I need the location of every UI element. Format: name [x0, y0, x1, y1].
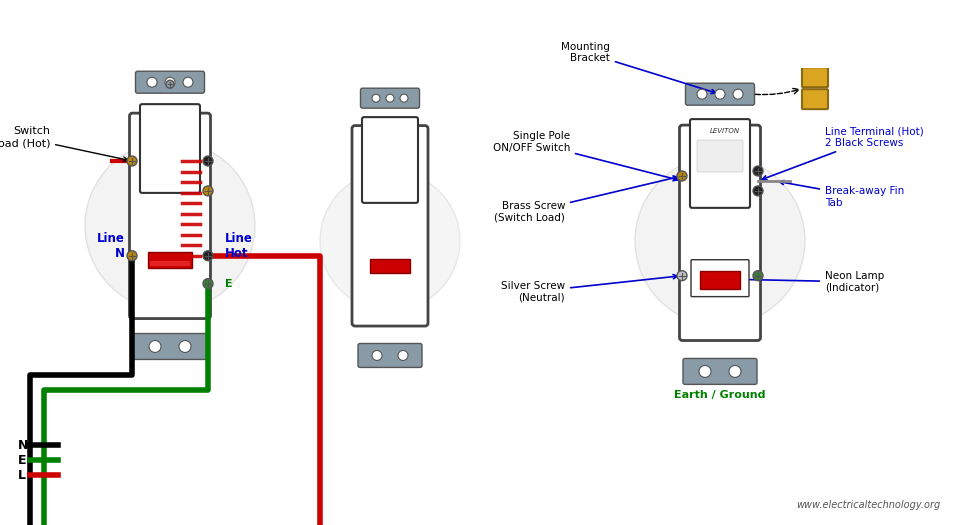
FancyBboxPatch shape: [691, 260, 749, 297]
FancyBboxPatch shape: [358, 343, 422, 368]
Circle shape: [677, 271, 687, 281]
Circle shape: [372, 94, 380, 102]
FancyBboxPatch shape: [697, 140, 743, 172]
Text: Brass Screw
(Switch Load): Brass Screw (Switch Load): [494, 176, 678, 223]
Bar: [148, 252, 192, 268]
Circle shape: [753, 271, 763, 281]
Text: Line
Hot: Line Hot: [225, 232, 253, 260]
Circle shape: [85, 141, 255, 311]
FancyBboxPatch shape: [133, 333, 207, 360]
Circle shape: [697, 89, 707, 99]
Circle shape: [203, 156, 213, 166]
Bar: [370, 259, 410, 272]
Circle shape: [127, 251, 137, 261]
Circle shape: [320, 171, 460, 311]
Circle shape: [400, 94, 408, 102]
Circle shape: [699, 365, 711, 377]
Circle shape: [183, 77, 193, 87]
Text: E: E: [18, 454, 26, 467]
Circle shape: [753, 166, 763, 176]
Circle shape: [386, 94, 394, 102]
FancyBboxPatch shape: [685, 83, 755, 105]
Circle shape: [203, 186, 213, 196]
Text: What is Pilot Light Switch & How to Wire it?: What is Pilot Light Switch & How to Wire…: [110, 19, 865, 49]
Circle shape: [203, 251, 213, 261]
FancyBboxPatch shape: [683, 359, 757, 384]
Text: Silver Screw
(Neutral): Silver Screw (Neutral): [501, 275, 678, 302]
Circle shape: [398, 351, 408, 361]
FancyBboxPatch shape: [802, 67, 828, 87]
Circle shape: [179, 341, 191, 352]
Text: L: L: [18, 469, 26, 481]
Text: LEVITON: LEVITON: [710, 128, 740, 134]
FancyBboxPatch shape: [352, 125, 428, 326]
Text: Switch
Load (Hot): Switch Load (Hot): [0, 127, 128, 161]
Text: Single Pole
ON/OFF Switch: Single Pole ON/OFF Switch: [492, 131, 678, 181]
FancyBboxPatch shape: [140, 104, 200, 193]
Circle shape: [729, 365, 741, 377]
Text: Line Terminal (Hot)
2 Black Screws: Line Terminal (Hot) 2 Black Screws: [762, 127, 923, 180]
Circle shape: [127, 156, 137, 166]
Circle shape: [372, 351, 382, 361]
Text: N: N: [18, 439, 28, 452]
Text: Line
N: Line N: [98, 232, 125, 260]
Circle shape: [715, 89, 725, 99]
FancyBboxPatch shape: [130, 113, 211, 319]
Text: Break-away Fin
Tab: Break-away Fin Tab: [780, 181, 904, 208]
Text: www.electricaltechnology.org: www.electricaltechnology.org: [796, 500, 940, 510]
Circle shape: [733, 89, 743, 99]
FancyBboxPatch shape: [680, 125, 760, 341]
Text: Mounting
Bracket: Mounting Bracket: [562, 41, 716, 93]
Circle shape: [677, 171, 687, 181]
Circle shape: [753, 186, 763, 196]
Circle shape: [147, 77, 157, 87]
Circle shape: [166, 80, 174, 88]
FancyBboxPatch shape: [690, 119, 750, 208]
Text: E: E: [225, 279, 233, 289]
Circle shape: [635, 156, 805, 326]
FancyBboxPatch shape: [362, 117, 418, 203]
Circle shape: [149, 341, 161, 352]
Circle shape: [203, 279, 213, 289]
Bar: [700, 271, 740, 289]
Circle shape: [165, 77, 175, 87]
FancyBboxPatch shape: [361, 88, 419, 108]
FancyBboxPatch shape: [136, 71, 205, 93]
Text: Earth / Ground: Earth / Ground: [675, 391, 765, 401]
FancyBboxPatch shape: [802, 89, 828, 109]
Text: Neon Lamp
(Indicator): Neon Lamp (Indicator): [710, 271, 884, 292]
Bar: [150, 261, 190, 266]
